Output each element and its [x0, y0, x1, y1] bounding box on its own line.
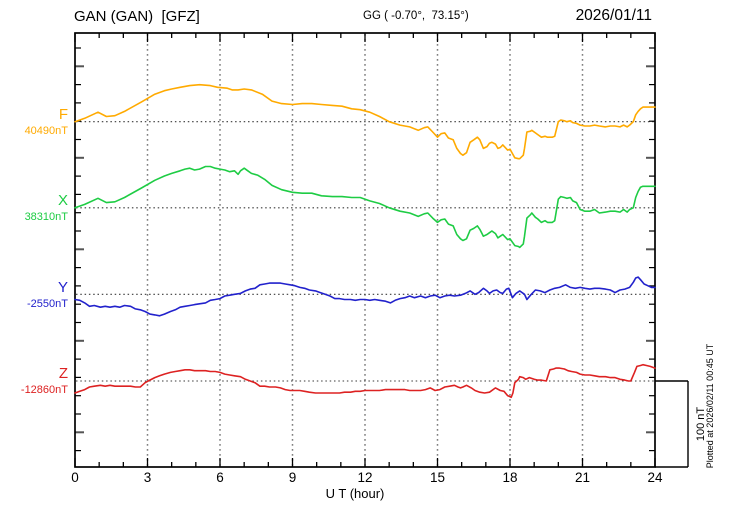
x-tick-label-6: 6: [216, 470, 224, 485]
x-tick-label-3: 3: [143, 470, 152, 485]
channel-label-y: Y -2550nT: [27, 279, 68, 311]
channel-name-f: F: [58, 106, 68, 123]
channel-baseline-y: -2550nT: [27, 298, 68, 310]
channel-label-z: Z -12860nT: [21, 365, 68, 397]
x-tick-label-12: 12: [357, 470, 373, 485]
channel-baseline-f: 40490nT: [24, 125, 68, 137]
geographic-coordinates-label: GG ( -0.70°, 73.15°): [363, 10, 469, 22]
channel-label-x: X 38310nT: [25, 192, 68, 224]
plotted-at-note: Plotted at 2026/02/11 00:45 UT: [705, 343, 715, 469]
x-tick-label-18: 18: [502, 470, 518, 485]
channel-baseline-x: 38310nT: [24, 211, 68, 223]
channel-name-z: Z: [58, 365, 68, 382]
channel-label-f: F 40490nT: [25, 106, 68, 138]
x-axis-title: U T (hour): [325, 486, 385, 501]
x-tick-label-24: 24: [647, 470, 663, 485]
station-title: GAN (GAN) [GFZ]: [74, 8, 200, 25]
x-tick-label-21: 21: [574, 470, 591, 485]
x-tick-label-0: 0: [71, 470, 79, 485]
date-label: 2026/01/11: [575, 7, 652, 24]
channel-name-x: X: [57, 192, 68, 209]
x-tick-label-15: 15: [429, 470, 446, 485]
channel-name-y: Y: [57, 279, 68, 296]
channel-baseline-z: -12860nT: [20, 384, 68, 396]
x-tick-label-9: 9: [288, 470, 297, 485]
